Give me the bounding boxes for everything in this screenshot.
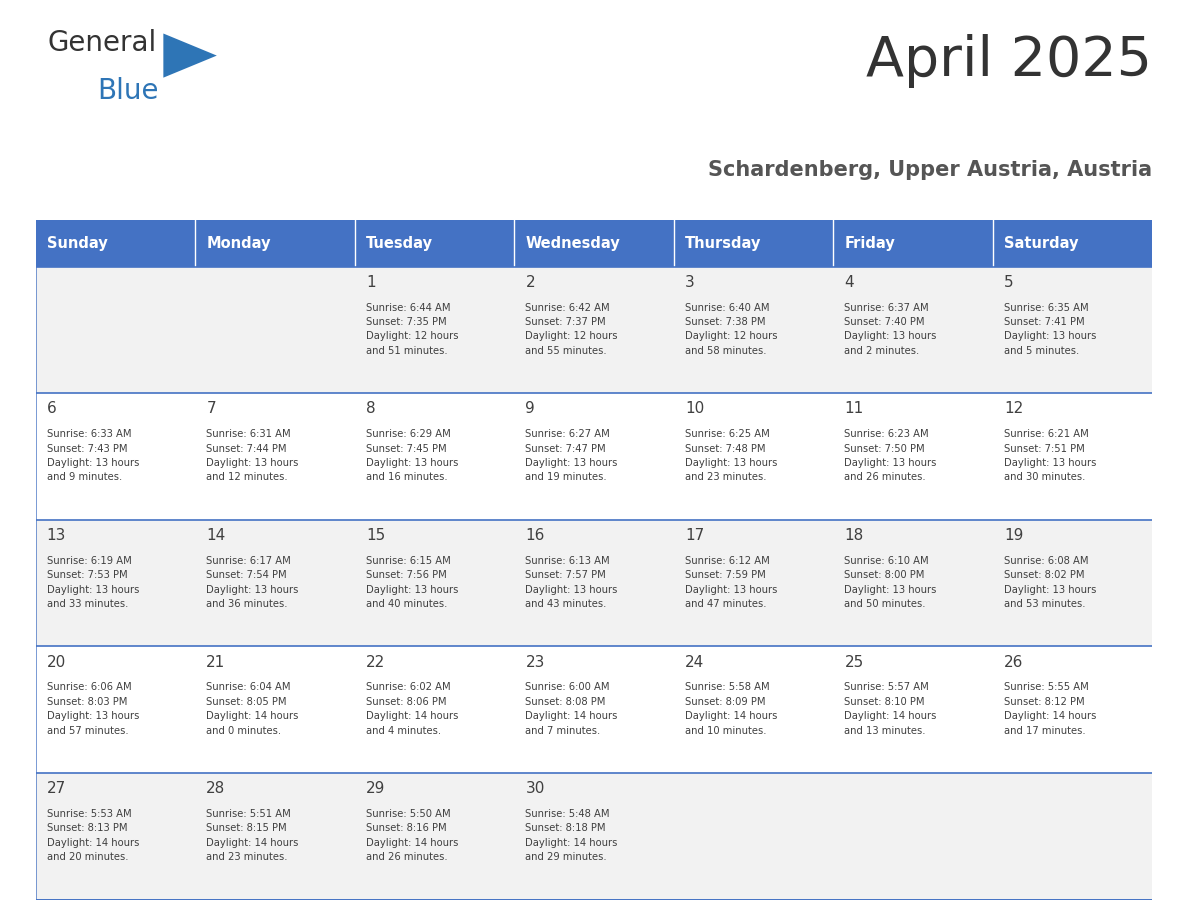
Text: Sunrise: 6:44 AM
Sunset: 7:35 PM
Daylight: 12 hours
and 51 minutes.: Sunrise: 6:44 AM Sunset: 7:35 PM Dayligh…: [366, 303, 459, 355]
Text: 13: 13: [46, 528, 67, 543]
Text: Sunrise: 5:58 AM
Sunset: 8:09 PM
Daylight: 14 hours
and 10 minutes.: Sunrise: 5:58 AM Sunset: 8:09 PM Dayligh…: [685, 682, 777, 735]
Text: Sunrise: 6:27 AM
Sunset: 7:47 PM
Daylight: 13 hours
and 19 minutes.: Sunrise: 6:27 AM Sunset: 7:47 PM Dayligh…: [525, 429, 618, 482]
Text: Sunrise: 5:53 AM
Sunset: 8:13 PM
Daylight: 14 hours
and 20 minutes.: Sunrise: 5:53 AM Sunset: 8:13 PM Dayligh…: [46, 809, 139, 862]
Text: Sunrise: 6:33 AM
Sunset: 7:43 PM
Daylight: 13 hours
and 9 minutes.: Sunrise: 6:33 AM Sunset: 7:43 PM Dayligh…: [46, 429, 139, 482]
Bar: [993, 220, 1152, 266]
Polygon shape: [163, 33, 216, 78]
Text: Blue: Blue: [97, 77, 159, 105]
Text: 23: 23: [525, 655, 545, 669]
Text: 18: 18: [845, 528, 864, 543]
Text: Sunrise: 6:35 AM
Sunset: 7:41 PM
Daylight: 13 hours
and 5 minutes.: Sunrise: 6:35 AM Sunset: 7:41 PM Dayligh…: [1004, 303, 1097, 355]
Text: 12: 12: [1004, 401, 1023, 416]
Text: Friday: Friday: [845, 236, 896, 251]
Text: Tuesday: Tuesday: [366, 236, 432, 251]
Text: 29: 29: [366, 781, 385, 796]
Text: 11: 11: [845, 401, 864, 416]
Bar: [355, 220, 514, 266]
Bar: [36, 773, 1152, 900]
Text: Sunrise: 6:13 AM
Sunset: 7:57 PM
Daylight: 13 hours
and 43 minutes.: Sunrise: 6:13 AM Sunset: 7:57 PM Dayligh…: [525, 555, 618, 609]
Text: Sunrise: 5:55 AM
Sunset: 8:12 PM
Daylight: 14 hours
and 17 minutes.: Sunrise: 5:55 AM Sunset: 8:12 PM Dayligh…: [1004, 682, 1097, 735]
Text: Sunrise: 6:29 AM
Sunset: 7:45 PM
Daylight: 13 hours
and 16 minutes.: Sunrise: 6:29 AM Sunset: 7:45 PM Dayligh…: [366, 429, 459, 482]
Text: Sunrise: 6:15 AM
Sunset: 7:56 PM
Daylight: 13 hours
and 40 minutes.: Sunrise: 6:15 AM Sunset: 7:56 PM Dayligh…: [366, 555, 459, 609]
Text: Sunrise: 6:21 AM
Sunset: 7:51 PM
Daylight: 13 hours
and 30 minutes.: Sunrise: 6:21 AM Sunset: 7:51 PM Dayligh…: [1004, 429, 1097, 482]
Text: Sunrise: 6:37 AM
Sunset: 7:40 PM
Daylight: 13 hours
and 2 minutes.: Sunrise: 6:37 AM Sunset: 7:40 PM Dayligh…: [845, 303, 937, 355]
Text: Sunrise: 6:23 AM
Sunset: 7:50 PM
Daylight: 13 hours
and 26 minutes.: Sunrise: 6:23 AM Sunset: 7:50 PM Dayligh…: [845, 429, 937, 482]
Text: Sunrise: 6:06 AM
Sunset: 8:03 PM
Daylight: 13 hours
and 57 minutes.: Sunrise: 6:06 AM Sunset: 8:03 PM Dayligh…: [46, 682, 139, 735]
Text: Thursday: Thursday: [685, 236, 762, 251]
Text: 30: 30: [525, 781, 545, 796]
Text: Sunrise: 6:19 AM
Sunset: 7:53 PM
Daylight: 13 hours
and 33 minutes.: Sunrise: 6:19 AM Sunset: 7:53 PM Dayligh…: [46, 555, 139, 609]
Text: 19: 19: [1004, 528, 1023, 543]
Text: 28: 28: [207, 781, 226, 796]
Text: 27: 27: [46, 781, 67, 796]
Text: Sunrise: 6:10 AM
Sunset: 8:00 PM
Daylight: 13 hours
and 50 minutes.: Sunrise: 6:10 AM Sunset: 8:00 PM Dayligh…: [845, 555, 937, 609]
Text: 5: 5: [1004, 274, 1013, 290]
Text: 9: 9: [525, 401, 535, 416]
Text: Sunrise: 6:02 AM
Sunset: 8:06 PM
Daylight: 14 hours
and 4 minutes.: Sunrise: 6:02 AM Sunset: 8:06 PM Dayligh…: [366, 682, 459, 735]
Text: Sunrise: 6:40 AM
Sunset: 7:38 PM
Daylight: 12 hours
and 58 minutes.: Sunrise: 6:40 AM Sunset: 7:38 PM Dayligh…: [685, 303, 777, 355]
Text: 4: 4: [845, 274, 854, 290]
Text: 1: 1: [366, 274, 375, 290]
Text: 10: 10: [685, 401, 704, 416]
Bar: [195, 220, 355, 266]
Text: 3: 3: [685, 274, 695, 290]
Text: 17: 17: [685, 528, 704, 543]
Text: Monday: Monday: [207, 236, 271, 251]
Text: 7: 7: [207, 401, 216, 416]
Text: 6: 6: [46, 401, 57, 416]
Text: Sunrise: 5:48 AM
Sunset: 8:18 PM
Daylight: 14 hours
and 29 minutes.: Sunrise: 5:48 AM Sunset: 8:18 PM Dayligh…: [525, 809, 618, 862]
Text: Sunrise: 6:04 AM
Sunset: 8:05 PM
Daylight: 14 hours
and 0 minutes.: Sunrise: 6:04 AM Sunset: 8:05 PM Dayligh…: [207, 682, 298, 735]
Bar: [674, 220, 833, 266]
Text: Sunrise: 5:51 AM
Sunset: 8:15 PM
Daylight: 14 hours
and 23 minutes.: Sunrise: 5:51 AM Sunset: 8:15 PM Dayligh…: [207, 809, 298, 862]
Bar: [36, 393, 1152, 520]
Text: Saturday: Saturday: [1004, 236, 1079, 251]
Text: 21: 21: [207, 655, 226, 669]
Text: 14: 14: [207, 528, 226, 543]
Bar: [36, 646, 1152, 773]
Text: 20: 20: [46, 655, 67, 669]
Text: Sunrise: 6:42 AM
Sunset: 7:37 PM
Daylight: 12 hours
and 55 minutes.: Sunrise: 6:42 AM Sunset: 7:37 PM Dayligh…: [525, 303, 618, 355]
Bar: [36, 520, 1152, 646]
Text: April 2025: April 2025: [866, 34, 1152, 88]
Text: 26: 26: [1004, 655, 1023, 669]
Text: Sunrise: 5:50 AM
Sunset: 8:16 PM
Daylight: 14 hours
and 26 minutes.: Sunrise: 5:50 AM Sunset: 8:16 PM Dayligh…: [366, 809, 459, 862]
Text: General: General: [48, 29, 157, 57]
Text: 2: 2: [525, 274, 535, 290]
Bar: [514, 220, 674, 266]
Text: 15: 15: [366, 528, 385, 543]
Text: Schardenberg, Upper Austria, Austria: Schardenberg, Upper Austria, Austria: [708, 160, 1152, 180]
Text: Sunrise: 6:08 AM
Sunset: 8:02 PM
Daylight: 13 hours
and 53 minutes.: Sunrise: 6:08 AM Sunset: 8:02 PM Dayligh…: [1004, 555, 1097, 609]
Text: 25: 25: [845, 655, 864, 669]
Text: Sunrise: 6:31 AM
Sunset: 7:44 PM
Daylight: 13 hours
and 12 minutes.: Sunrise: 6:31 AM Sunset: 7:44 PM Dayligh…: [207, 429, 298, 482]
Text: 16: 16: [525, 528, 545, 543]
Text: Sunrise: 6:17 AM
Sunset: 7:54 PM
Daylight: 13 hours
and 36 minutes.: Sunrise: 6:17 AM Sunset: 7:54 PM Dayligh…: [207, 555, 298, 609]
Bar: [36, 266, 1152, 393]
Text: 8: 8: [366, 401, 375, 416]
Text: 24: 24: [685, 655, 704, 669]
Text: Sunrise: 6:00 AM
Sunset: 8:08 PM
Daylight: 14 hours
and 7 minutes.: Sunrise: 6:00 AM Sunset: 8:08 PM Dayligh…: [525, 682, 618, 735]
Text: 22: 22: [366, 655, 385, 669]
Text: Wednesday: Wednesday: [525, 236, 620, 251]
Text: Sunday: Sunday: [46, 236, 108, 251]
Bar: [833, 220, 993, 266]
Bar: [36, 220, 195, 266]
Text: Sunrise: 6:12 AM
Sunset: 7:59 PM
Daylight: 13 hours
and 47 minutes.: Sunrise: 6:12 AM Sunset: 7:59 PM Dayligh…: [685, 555, 777, 609]
Text: Sunrise: 5:57 AM
Sunset: 8:10 PM
Daylight: 14 hours
and 13 minutes.: Sunrise: 5:57 AM Sunset: 8:10 PM Dayligh…: [845, 682, 937, 735]
Text: Sunrise: 6:25 AM
Sunset: 7:48 PM
Daylight: 13 hours
and 23 minutes.: Sunrise: 6:25 AM Sunset: 7:48 PM Dayligh…: [685, 429, 777, 482]
